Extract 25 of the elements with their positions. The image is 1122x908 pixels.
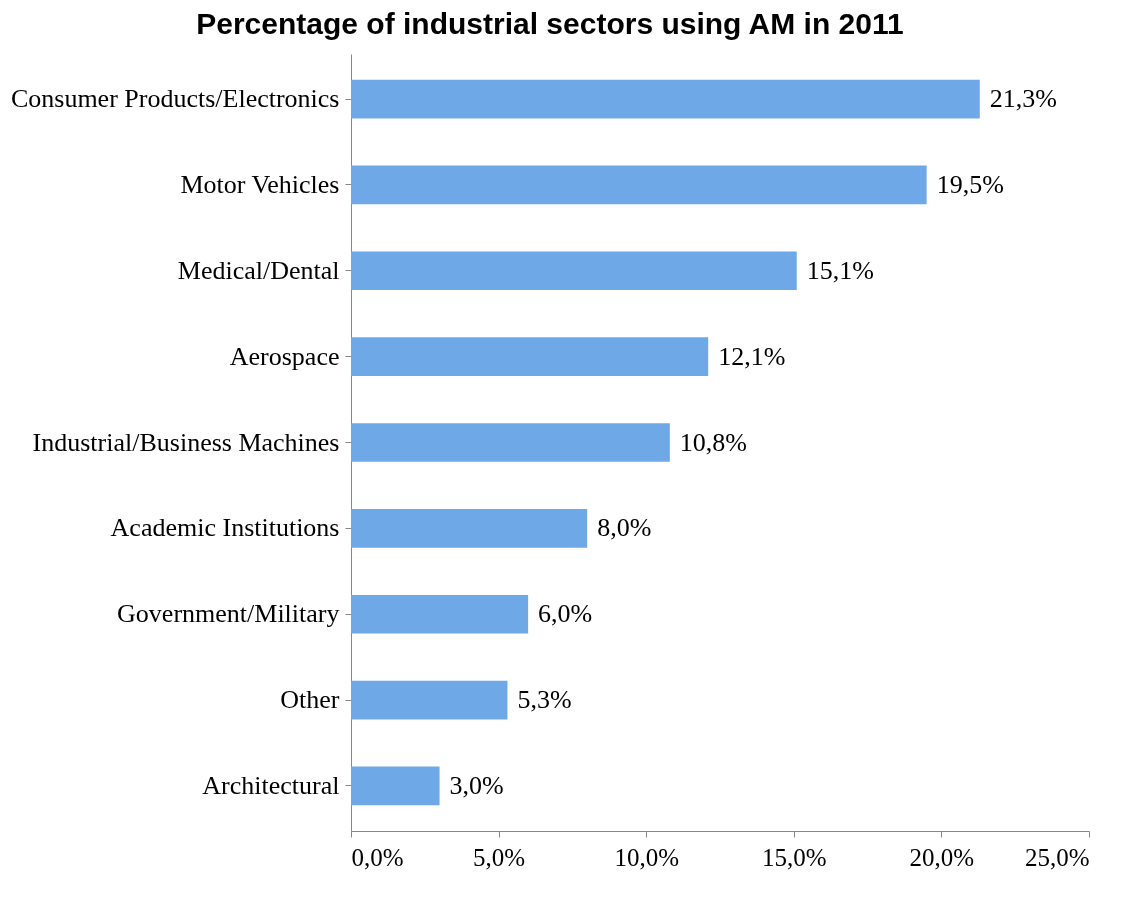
y-tick-label: Motor Vehicles: [180, 169, 340, 199]
x-tick-label: 20,0%: [909, 843, 975, 871]
y-tick-label: Academic Institutions: [110, 513, 340, 543]
data-label: 15,1%: [806, 255, 874, 285]
y-tick-label: Aerospace: [229, 341, 340, 371]
data-label: 19,5%: [936, 169, 1004, 199]
y-tick-label: Government/Military: [117, 599, 340, 629]
data-label: 21,3%: [989, 84, 1057, 114]
data-label: 10,8%: [679, 427, 747, 457]
x-tick-label: 25,0%: [1024, 843, 1090, 871]
data-label: 8,0%: [597, 513, 652, 543]
x-tick-label: 10,0%: [614, 843, 679, 871]
y-tick-label: Industrial/Business Machines: [32, 427, 340, 457]
y-tick-label: Medical/Dental: [177, 255, 340, 285]
y-tick-label: Consumer Products/Electronics: [10, 84, 340, 114]
data-label: 5,3%: [517, 685, 572, 715]
y-tick-label: Other: [280, 685, 340, 715]
chart-title: Percentage of industrial sectors using AM in 2011: [196, 7, 904, 40]
x-tick-label: 0,0%: [351, 843, 404, 871]
x-tick-label: 5,0%: [473, 843, 526, 871]
data-label: 3,0%: [449, 770, 504, 800]
data-label: 12,1%: [718, 341, 786, 371]
x-tick-label: 15,0%: [762, 843, 827, 871]
y-tick-label: Architectural: [202, 770, 340, 800]
data-label: 6,0%: [538, 599, 593, 629]
